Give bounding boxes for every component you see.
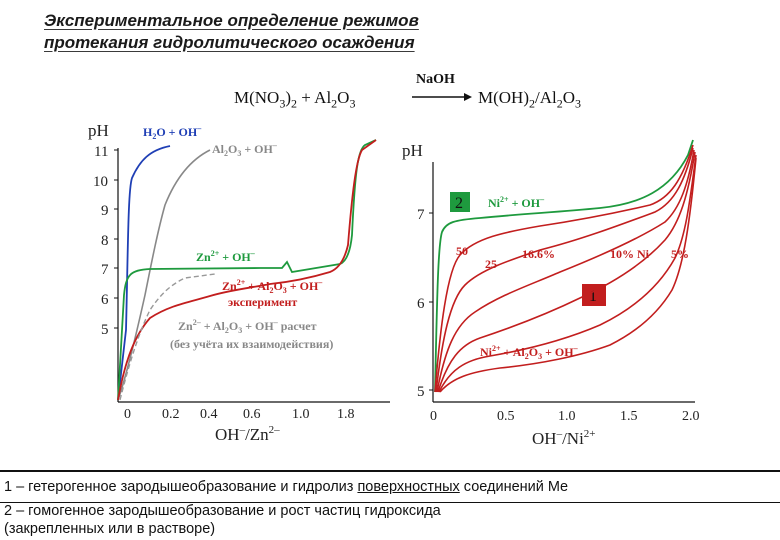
reaction-right: M(OH)2/Al2O3 [478,88,582,111]
marker-1 [582,284,606,306]
footer-line-1-prefix: 1 – гетерогенное зародышеобразование и г… [4,479,358,495]
ni-x-label: OH–/Ni2+ [532,428,596,448]
zn-x-tick-label: 0.4 [200,407,218,422]
zn-series-al2o3 [117,149,211,401]
ni-series-25 [435,147,694,393]
footer-line-1-underlined: поверхностных [357,479,460,495]
ni-x-tick-label: 1.5 [620,409,638,424]
zn-x-tick-label: 0 [124,407,131,422]
ni-series-50 [434,144,694,393]
zn-series-zn-al2o3 [117,139,377,401]
footer-line-3: (закрепленных или в растворе) [4,521,216,537]
ni-series-5 [438,154,697,393]
footer-line-2: 2 – гомогенное зародышеобразование и рос… [4,503,441,519]
ni-label-25: 25 [485,257,497,271]
ni-label-10: 10% Ni [610,247,650,261]
ni-chart: pH 7 6 5 0 0.5 1.0 1.5 2.0 OH–/Ni2+ Ni2+… [402,139,700,448]
title-line-2: протекания гидролитического осаждения [44,33,415,52]
ni-series-ni-al2o3 [439,157,697,393]
zn-x-ticks: 0 0.2 0.4 0.6 1.0 1.8 [124,407,355,422]
zn-x-tick-label: 0.2 [162,407,180,422]
zn-x-tick-label: 1.8 [337,407,355,422]
ni-label-50: 50 [456,244,468,258]
ni-y-tick-label: 7 [417,207,425,223]
ni-label-ni-al2o3: Ni2+ + Al2O3 + OH– [480,344,579,361]
zn-series-water [117,145,171,401]
zn-label-zn: Zn2+ + OH– [196,249,256,264]
ni-y-label: pH [402,141,423,160]
footer-line-1: 1 – гетерогенное зародышеобразование и г… [0,470,780,503]
zn-label-calc-note: (без учёта их взаимодействия) [170,337,333,351]
ni-x-ticks: 0 0.5 1.0 1.5 2.0 [430,409,700,424]
zn-series-calc [119,273,216,401]
footer-line-1-suffix: соединений Me [459,479,569,495]
title-line-1: Экспериментальное определение режимов [44,11,419,30]
ni-y-ticks: 7 6 5 [417,207,433,400]
zn-label-zn-al2o3: Zn2+ + Al2O3 + OH– [222,278,323,295]
reaction-left: M(NO3)2 + Al2O3 [234,88,356,111]
reaction-reagent: NaOH [416,72,455,87]
ni-series-10 [437,151,696,393]
ni-x-tick-label: 0 [430,409,437,424]
zn-y-tick-label: 5 [101,322,109,338]
zn-x-label: OH–/Zn2– [215,424,280,444]
reaction-arrow [412,93,472,101]
zn-y-tick-label: 10 [93,174,108,190]
slide-title: Экспериментальное определение режимов пр… [44,10,604,54]
marker-2-label: 2 [455,195,463,212]
zn-chart: pH 11 10 9 8 7 6 5 0 0.2 0.4 0.6 1.0 1.8… [88,121,606,444]
zn-label-calc: Zn2– + Al2O3 + OH– расчет [178,318,317,335]
zn-y-tick-label: 9 [101,203,109,219]
zn-y-ticks: 11 10 9 8 7 6 5 [93,144,118,338]
zn-y-tick-label: 11 [94,144,108,160]
zn-y-tick-label: 6 [101,292,109,308]
zn-x-tick-label: 1.0 [292,407,310,422]
zn-y-tick-label: 7 [101,262,109,278]
ni-x-tick-label: 0.5 [497,409,515,424]
zn-label-water: H2O + OH– [143,124,202,141]
zn-x-tick-label: 0.6 [243,407,261,422]
marker-2 [450,192,470,212]
zn-label-al2o3: Al2O3 + OH– [212,141,278,158]
marker-1-label: 1 [589,288,597,305]
ni-series-16 [436,149,695,393]
ni-label-16: 16.6% [522,247,555,261]
ni-label-ni: Ni2+ + OH– [488,195,545,210]
ni-y-tick-label: 5 [417,384,425,400]
ni-label-5: 5% [671,247,689,261]
ni-x-tick-label: 2.0 [682,409,700,424]
ni-x-tick-label: 1.0 [558,409,576,424]
footer-lines-2-3: 2 – гомогенное зародышеобразование и рос… [0,502,780,538]
ni-y-tick-label: 6 [417,296,425,312]
zn-y-tick-label: 8 [101,233,109,249]
zn-y-label: pH [88,121,109,140]
ni-series-ni [434,139,694,393]
zn-label-experiment: эксперимент [228,295,297,309]
